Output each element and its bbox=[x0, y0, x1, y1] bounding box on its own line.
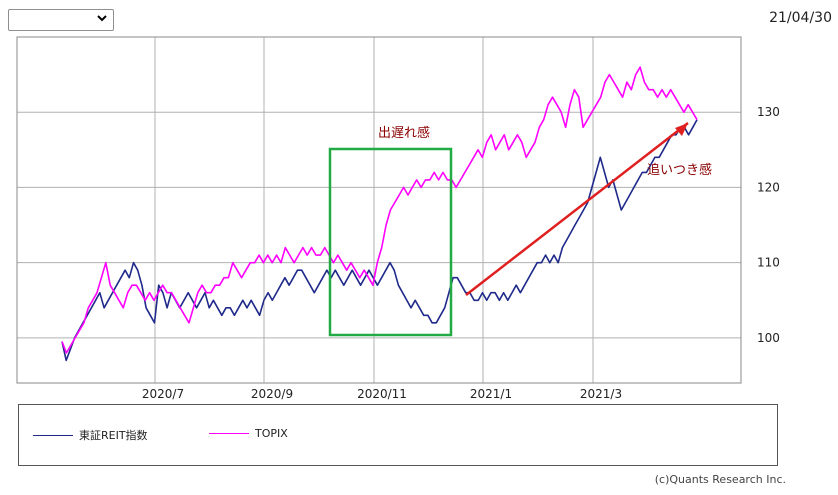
catch-up-arrow bbox=[465, 122, 689, 296]
catch-up-arrowhead bbox=[675, 123, 688, 136]
tick-labels: 2020/7 2020/9 2020/11 2021/1 2021/3 100 110 120… bbox=[142, 105, 780, 400]
credit-text: (c)Quants Research Inc. bbox=[654, 473, 786, 486]
series-line-reit bbox=[61, 119, 698, 362]
y-tick-label: 120 bbox=[757, 180, 780, 194]
lagging-highlight-box bbox=[328, 147, 453, 337]
legend-item-reit: 東証REIT指数 bbox=[33, 427, 148, 443]
legend-swatch-reit bbox=[33, 434, 73, 436]
x-tick-label: 2020/11 bbox=[357, 387, 407, 400]
legend: 東証REIT指数 TOPIX bbox=[18, 404, 778, 466]
grid bbox=[17, 37, 741, 383]
x-tick-label: 2021/1 bbox=[470, 387, 512, 400]
annotations: 出遅れ感 追いつき感 bbox=[328, 122, 712, 337]
x-tick-label: 2020/7 bbox=[142, 387, 184, 400]
line-chart: 出遅れ感 追いつき感 2020/7 2020/9 2020/11 2021/1 2021… bbox=[16, 36, 780, 400]
y-tick-label: 110 bbox=[757, 256, 780, 270]
x-tick-label: 2021/3 bbox=[580, 387, 622, 400]
catching-up-annotation: 追いつき感 bbox=[647, 162, 712, 178]
series bbox=[61, 66, 698, 362]
legend-swatch-topix bbox=[209, 433, 249, 434]
as-of-date: 21/04/30 bbox=[769, 10, 832, 26]
lagging-annotation: 出遅れ感 bbox=[378, 125, 430, 141]
legend-label-topix: TOPIX bbox=[255, 427, 288, 440]
legend-item-topix: TOPIX bbox=[209, 427, 288, 440]
plot-frame bbox=[16, 36, 742, 384]
x-tick-label: 2020/9 bbox=[251, 387, 293, 400]
series-line-topix bbox=[61, 66, 698, 354]
y-tick-label: 130 bbox=[757, 105, 780, 119]
period-dropdown[interactable] bbox=[8, 9, 114, 31]
y-tick-label: 100 bbox=[757, 331, 780, 345]
legend-label-reit: 東証REIT指数 bbox=[79, 429, 148, 442]
chevron-down-icon bbox=[97, 15, 107, 22]
